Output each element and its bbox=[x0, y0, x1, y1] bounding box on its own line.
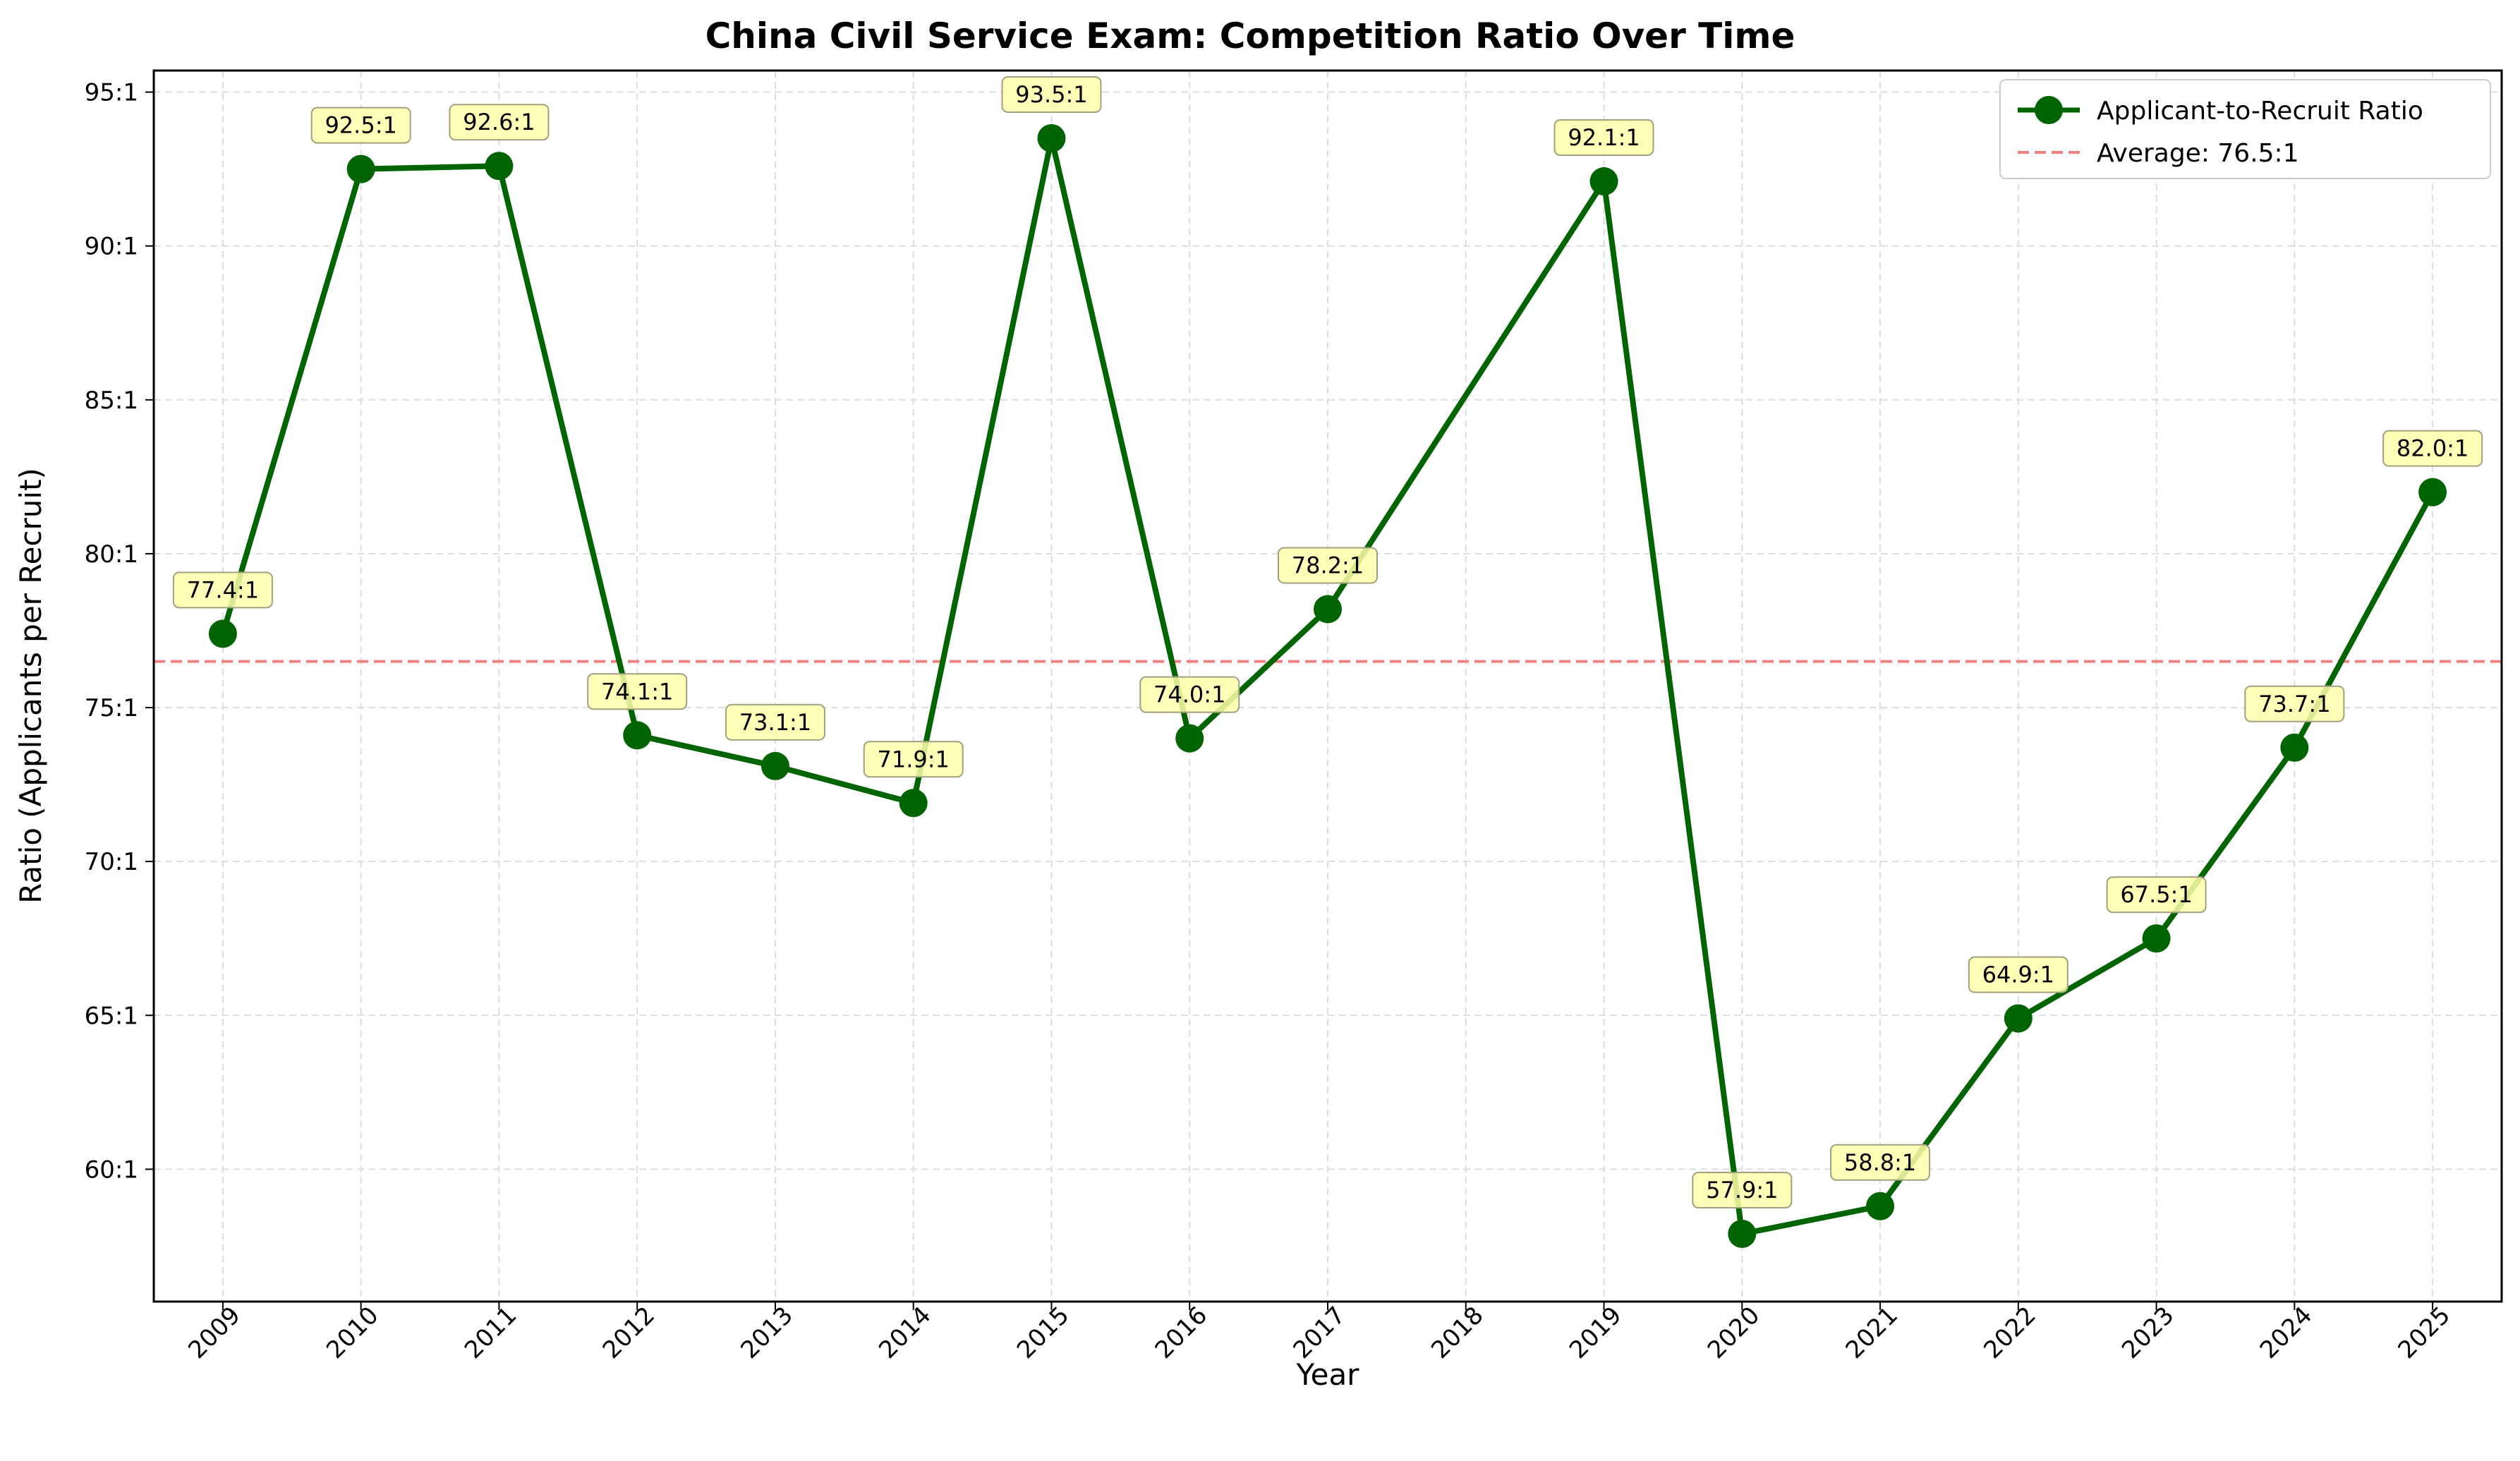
data-label: 92.6:1 bbox=[463, 109, 535, 135]
data-label-box bbox=[1968, 956, 2068, 993]
data-point bbox=[2418, 478, 2447, 507]
y-tick-label: 80:1 bbox=[85, 540, 138, 569]
data-point bbox=[485, 152, 514, 181]
data-point bbox=[2280, 733, 2309, 762]
data-point bbox=[2142, 924, 2171, 953]
data-label: 74.0:1 bbox=[1153, 681, 1225, 708]
y-axis-ticks: 60:1 65:1 70:1 75:1 80:1 85:1 90:1 95:1 bbox=[85, 79, 154, 1184]
data-point bbox=[761, 751, 789, 780]
data-label-box bbox=[172, 571, 273, 609]
y-tick-label: 95:1 bbox=[85, 79, 138, 107]
data-point bbox=[2004, 1004, 2033, 1033]
data-label-box bbox=[1692, 1172, 1793, 1209]
y-tick-label: 65:1 bbox=[85, 1002, 138, 1030]
data-point bbox=[1866, 1192, 1895, 1220]
data-point bbox=[346, 154, 375, 183]
data-point bbox=[208, 619, 237, 648]
legend-series-marker bbox=[2035, 96, 2063, 124]
data-point bbox=[1728, 1220, 1757, 1249]
y-tick-label: 90:1 bbox=[85, 233, 138, 261]
data-label: 82.0:1 bbox=[2397, 435, 2468, 462]
legend-box bbox=[1999, 79, 2491, 179]
data-label: 71.9:1 bbox=[878, 746, 950, 772]
data-label-box bbox=[1553, 119, 1654, 157]
legend: Applicant-to-Recruit Ratio Average: 76.5… bbox=[1999, 79, 2491, 179]
legend-series-label: Applicant-to-Recruit Ratio bbox=[2097, 97, 2423, 126]
data-labels: 77.4:1 92.5:1 92.6:1 74.1:1 73.1:1 71.9:1 93.5… bbox=[172, 75, 2483, 1209]
data-label: 77.4:1 bbox=[187, 576, 259, 603]
y-tick-label: 75:1 bbox=[85, 694, 138, 722]
data-label: 92.1:1 bbox=[1568, 124, 1640, 151]
data-label-box bbox=[587, 673, 688, 710]
chart-title: China Civil Service Exam: Competition Ra… bbox=[705, 16, 1795, 56]
legend-average-label: Average: 76.5:1 bbox=[2097, 139, 2299, 168]
data-label: 57.9:1 bbox=[1706, 1177, 1778, 1204]
y-tick-label: 70:1 bbox=[85, 848, 138, 876]
data-label-box bbox=[310, 107, 411, 144]
data-point bbox=[623, 721, 652, 750]
data-label: 78.2:1 bbox=[1292, 552, 1364, 578]
data-label-box bbox=[725, 703, 825, 741]
data-point bbox=[1037, 123, 1066, 152]
data-label-box bbox=[1139, 676, 1240, 713]
data-label-box bbox=[2106, 876, 2207, 914]
data-label: 67.5:1 bbox=[2120, 881, 2192, 908]
series-line bbox=[220, 135, 2435, 1237]
data-label-box bbox=[449, 104, 550, 141]
y-tick-label: 60:1 bbox=[85, 1156, 138, 1184]
data-point bbox=[1589, 167, 1618, 196]
y-axis-label: Ratio (Applicants per Recruit) bbox=[13, 468, 48, 904]
data-label-box bbox=[1001, 75, 1102, 113]
y-tick-label: 85:1 bbox=[85, 387, 138, 415]
data-label: 64.9:1 bbox=[1982, 962, 2054, 988]
data-point bbox=[1175, 724, 1204, 753]
data-point bbox=[899, 789, 928, 818]
data-label: 93.5:1 bbox=[1015, 81, 1087, 108]
data-label-box bbox=[1830, 1144, 1931, 1181]
data-label: 73.1:1 bbox=[739, 709, 811, 736]
data-label: 92.5:1 bbox=[325, 112, 396, 139]
data-label: 58.8:1 bbox=[1844, 1149, 1916, 1176]
data-label-box bbox=[2382, 430, 2483, 467]
data-label: 74.1:1 bbox=[601, 678, 673, 705]
data-point bbox=[1314, 595, 1342, 624]
data-label-box bbox=[1278, 547, 1378, 584]
data-label: 73.7:1 bbox=[2258, 691, 2330, 717]
series-group bbox=[208, 123, 2447, 1249]
data-label-box bbox=[2244, 685, 2345, 722]
x-axis-label: Year bbox=[1296, 1357, 1360, 1392]
data-label-box bbox=[863, 741, 964, 778]
